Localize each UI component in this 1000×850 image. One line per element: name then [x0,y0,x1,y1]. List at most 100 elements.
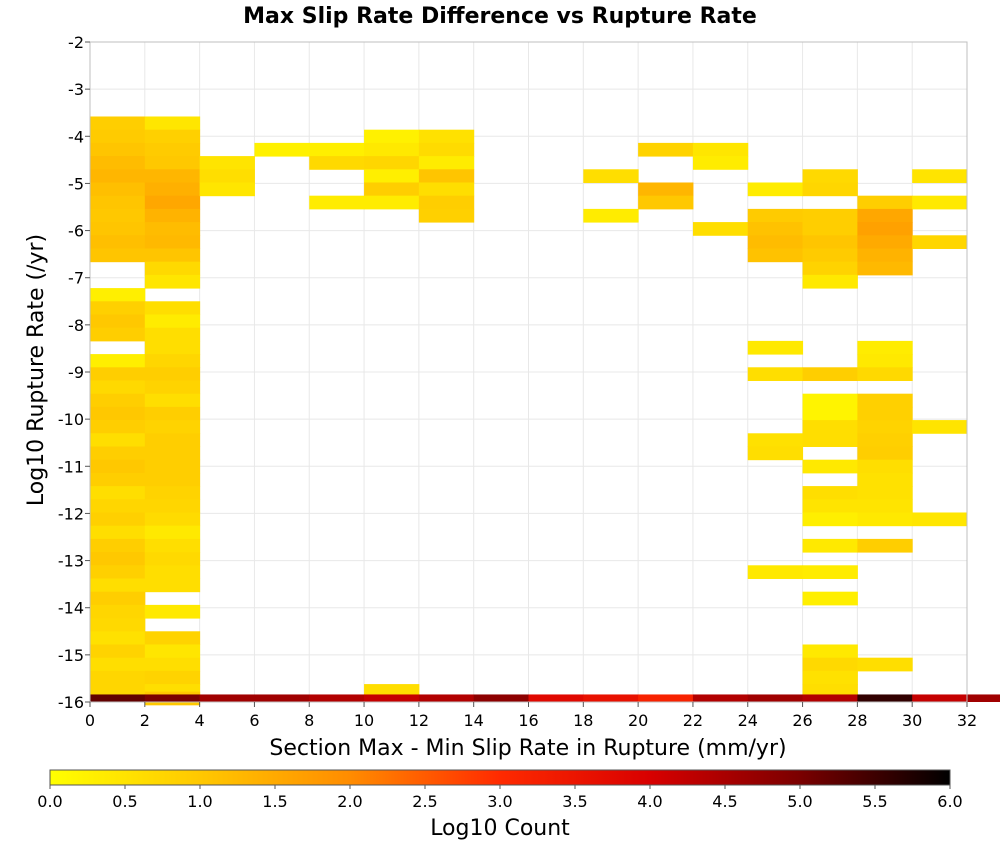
heatmap-cell [419,169,474,183]
heatmap-cell [857,262,912,276]
heatmap-cell [90,605,145,619]
y-tick-label: -6 [68,222,84,241]
heatmap-cell [803,539,858,553]
heatmap-cell [90,460,145,474]
heatmap-cell [309,196,364,210]
heatmap-cell [309,143,364,157]
heatmap-cell [803,499,858,513]
heatmap-cell [803,248,858,262]
heatmap-cell [748,222,803,236]
heatmap-cell [857,341,912,355]
y-tick-label: -16 [58,693,84,712]
heatmap-cell [857,209,912,223]
heatmap-cell [419,156,474,170]
heatmap-cell [90,658,145,672]
heatmap-cell [364,182,419,196]
colorbar-tick-label: 1.5 [262,792,287,811]
heatmap-cell [309,694,364,702]
y-axis-ticks: -2 -3 -4 -5 -6 -7 -8 -9 -10 -11 -12 -13 -14 -15 -16 [58,33,90,712]
heatmap-cell [145,328,200,342]
heatmap-cell [90,196,145,210]
heatmap-cell [145,473,200,487]
heatmap-cell [90,235,145,249]
heatmap-cell [90,552,145,566]
y-tick-label: -3 [68,80,84,99]
heatmap-cell [912,196,967,210]
heatmap-cell [145,644,200,658]
heatmap-cell [90,182,145,196]
heatmap-cell [90,222,145,236]
heatmap-cell [90,420,145,434]
x-tick-label: 18 [573,711,593,730]
heatmap-cell [857,512,912,526]
y-tick-label: -2 [68,33,84,52]
heatmap-cell [748,248,803,262]
x-tick-label: 12 [409,711,429,730]
heatmap-cell [912,694,967,702]
heatmap-cell [748,235,803,249]
heatmap-cell [145,156,200,170]
heatmap-cell [857,354,912,368]
heatmap-cell [90,116,145,130]
heatmap-cell [803,460,858,474]
heatmap-cell [364,143,419,157]
heatmap-cell [857,473,912,487]
colorbar-tick-label: 3.0 [487,792,512,811]
heatmap-cell [748,433,803,447]
heatmap-cell [145,433,200,447]
heatmap-cell [200,156,255,170]
heatmap-cell [90,565,145,579]
heatmap-cell [529,694,584,702]
x-tick-label: 32 [957,711,977,730]
heatmap-cell [967,694,1000,702]
heatmap-cell [145,499,200,513]
heatmap-cell [145,354,200,368]
heatmap-cell [638,694,693,702]
heatmap-cell [145,420,200,434]
heatmap-cell [364,169,419,183]
heatmap-cell [748,367,803,381]
heatmap-cell [90,301,145,315]
heatmap-cell [803,694,858,702]
heatmap-cell [748,182,803,196]
heatmap-cell [145,367,200,381]
heatmap-cell [90,644,145,658]
heatmap-cell [803,182,858,196]
heatmap-cell [419,196,474,210]
colorbar-tick-label: 0.0 [37,792,62,811]
heatmap-cell [90,512,145,526]
heatmap-cell [364,130,419,144]
heatmap-cell [145,631,200,645]
colorbar-ticks: 0.0 0.5 1.0 1.5 2.0 2.5 3.0 3.5 4.0 4.5 5.0 5.5 6.0 [37,785,962,811]
heatmap-cell [857,420,912,434]
heatmap-cell [912,420,967,434]
heatmap-cell [90,631,145,645]
heatmap-cell [90,433,145,447]
heatmap-cell [90,499,145,513]
x-tick-label: 10 [354,711,374,730]
x-tick-label: 24 [738,711,758,730]
heatmap-cell [912,512,967,526]
heatmap-cell [803,209,858,223]
colorbar-tick-label: 1.0 [187,792,212,811]
heatmap-cell [145,248,200,262]
heatmap-cell [857,367,912,381]
y-tick-label: -8 [68,316,84,335]
colorbar-tick-label: 5.5 [862,792,887,811]
heatmap-cell [90,248,145,262]
x-tick-label: 28 [847,711,867,730]
heatmap-cell [803,407,858,421]
heatmap-cell [803,262,858,276]
x-tick-label: 8 [304,711,314,730]
heatmap-cell [90,539,145,553]
x-tick-label: 26 [792,711,812,730]
y-axis-label: Log10 Rupture Rate (/yr) [24,234,49,506]
heatmap-cell [857,248,912,262]
heatmap-cell [857,446,912,460]
heatmap-cell [857,433,912,447]
colorbar-tick-label: 2.5 [412,792,437,811]
heatmap-cell [90,526,145,540]
heatmap-cell [857,394,912,408]
heatmap-cell [145,182,200,196]
heatmap-cell [145,275,200,289]
